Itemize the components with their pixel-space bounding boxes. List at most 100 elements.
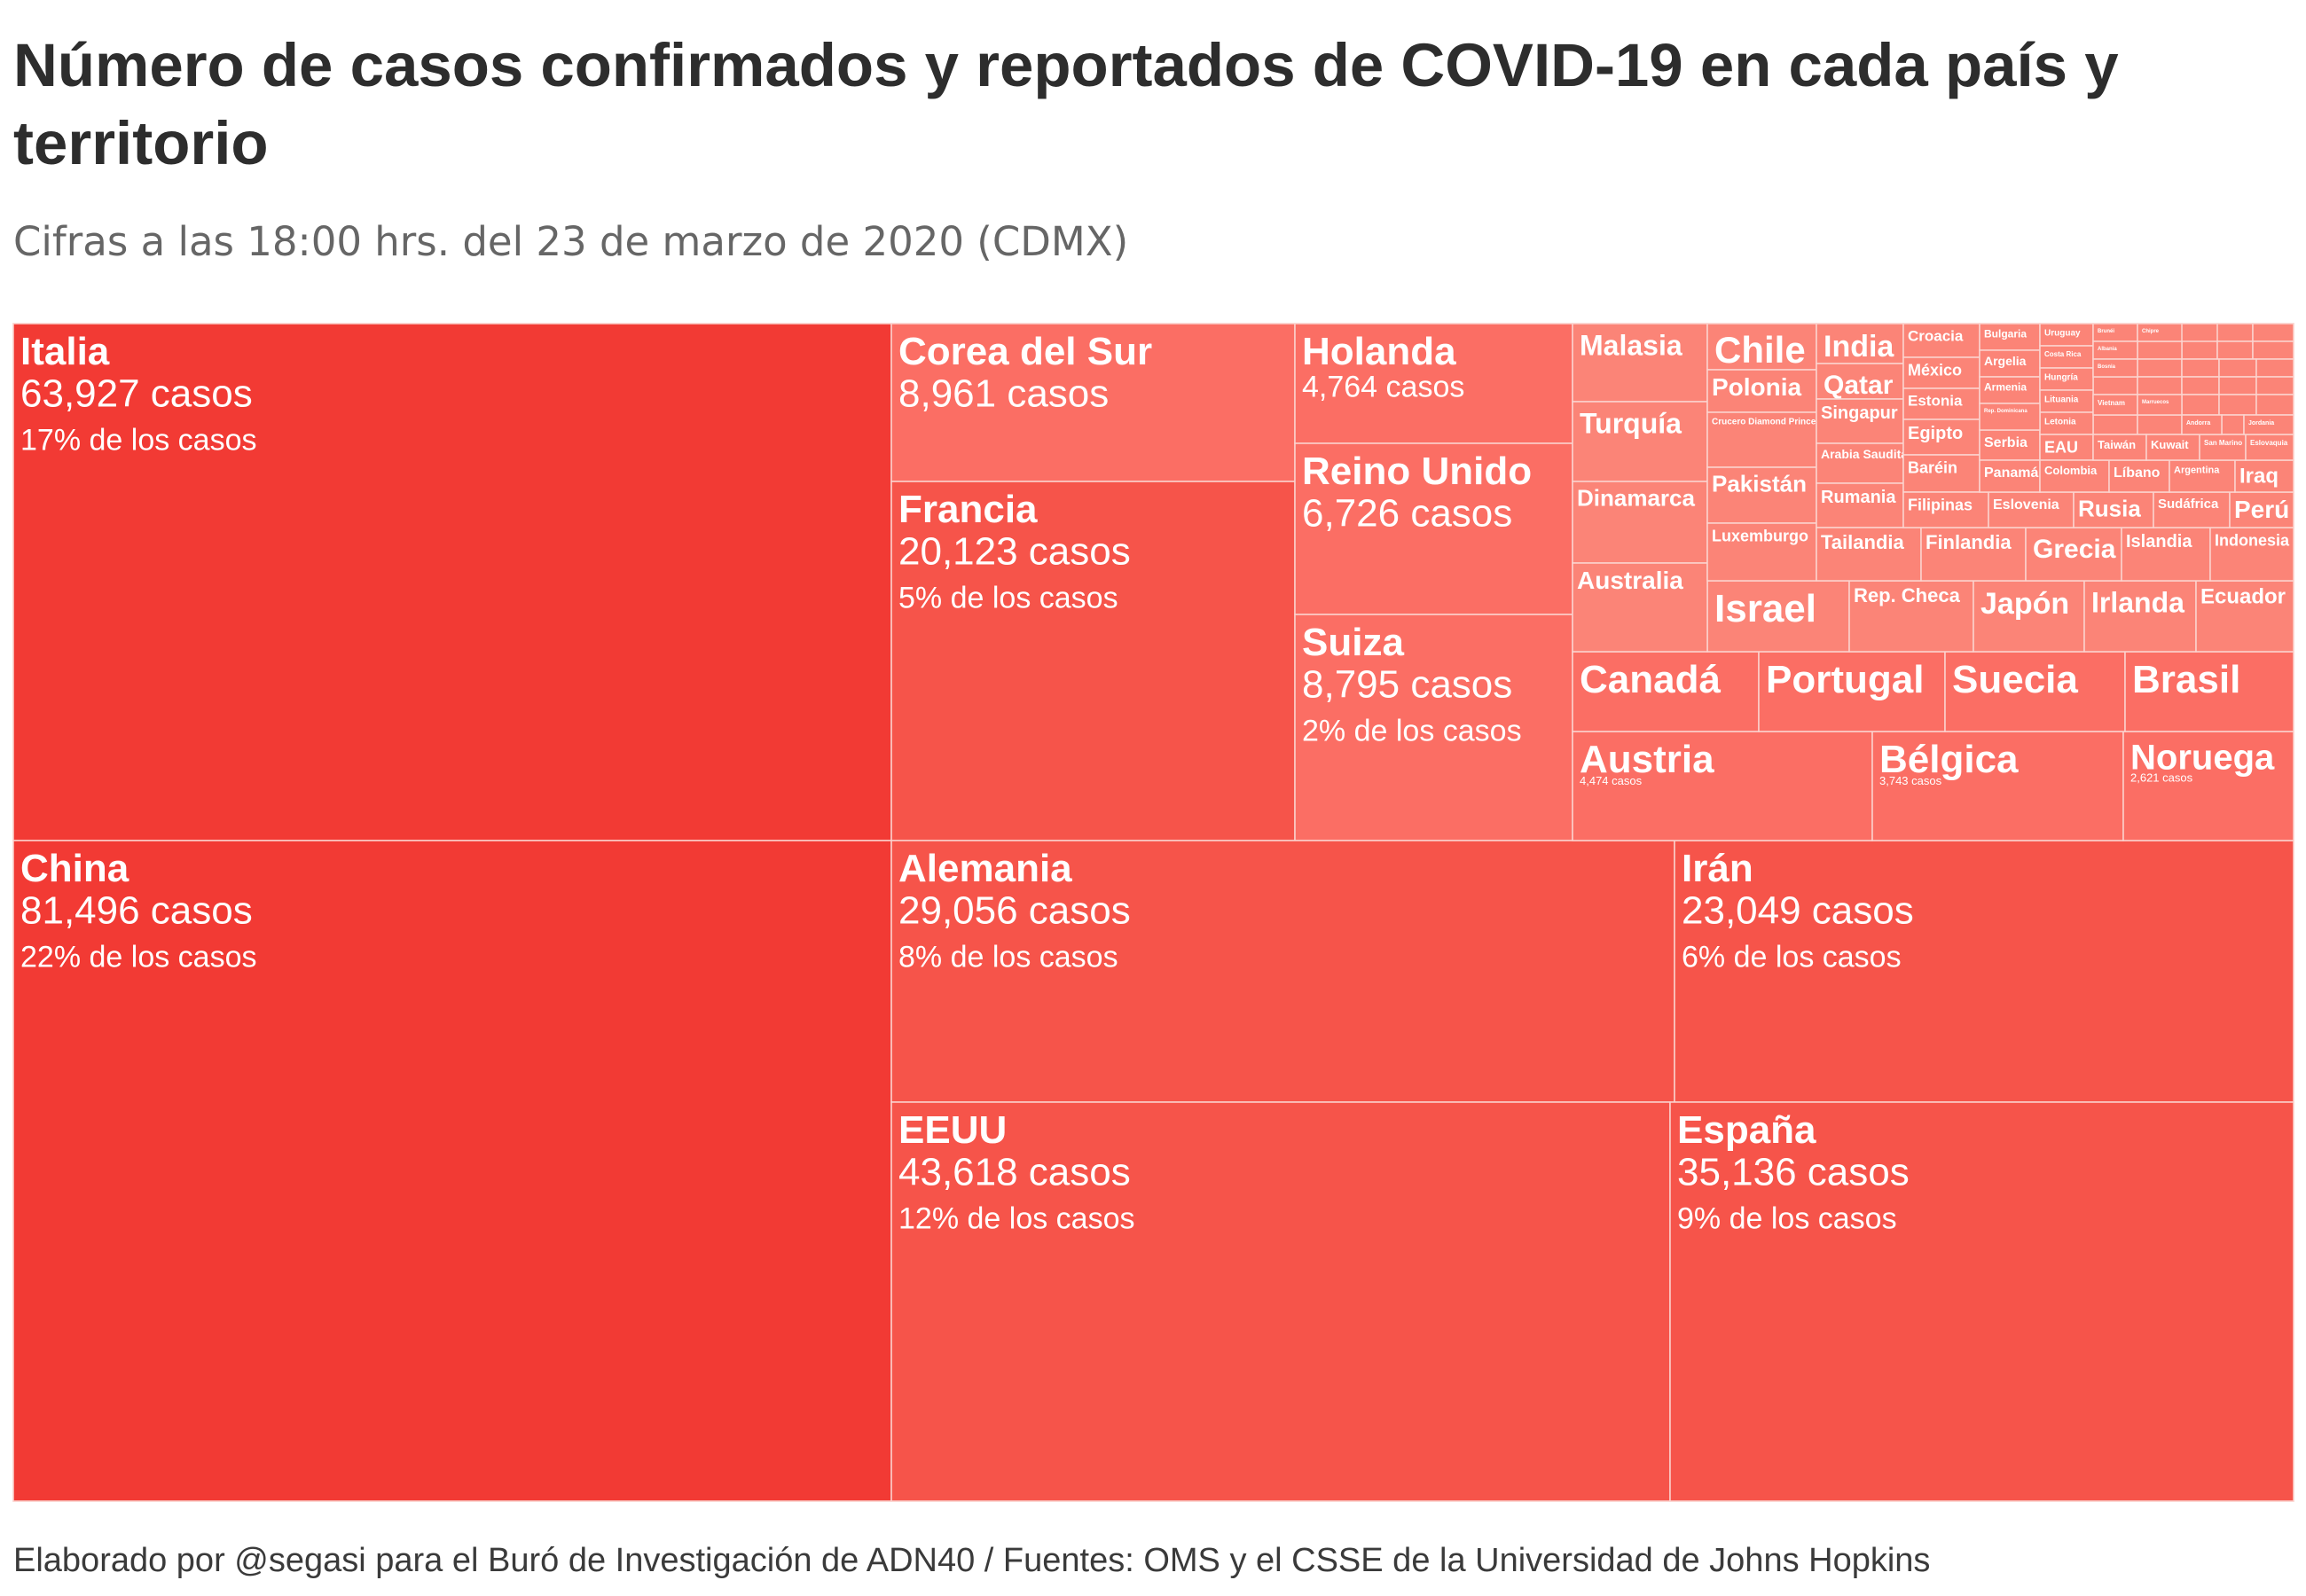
treemap-value-holanda: 4,764 casos: [1302, 371, 1464, 404]
chart-title: Número de casos confirmados y reportados…: [13, 31, 2119, 177]
treemap-label-irlanda: Irlanda: [2091, 587, 2184, 619]
treemap-label-francia: Francia: [898, 488, 1038, 531]
treemap-label-eau: EAU: [2044, 438, 2078, 456]
treemap-label-espana: España: [1677, 1108, 1816, 1152]
treemap-label-reino-unido: Reino Unido: [1302, 450, 1532, 493]
treemap-label-eeuu: EEUU: [898, 1108, 1007, 1152]
treemap-label-mexico: México: [1908, 361, 1962, 379]
treemap-cell-croacia: [1902, 323, 1980, 358]
treemap-label-sudafrica: Sudáfrica: [2158, 497, 2219, 512]
treemap-label-costa-rica: Costa Rica: [2044, 350, 2082, 358]
treemap-cell-small-9: [2137, 376, 2183, 395]
treemap-label-andorra: Andorra: [2186, 420, 2210, 426]
treemap-label-armenia: Armenia: [1984, 380, 2027, 393]
treemap-label-rep-checa: Rep. Checa: [1854, 584, 1961, 606]
treemap-label-argentina: Argentina: [2174, 465, 2220, 475]
treemap-cell-rusia: [2073, 491, 2154, 528]
treemap-cell-portugal: [1758, 651, 1946, 732]
treemap-pct-iran: 6% de los casos: [1682, 941, 1902, 974]
treemap-pct-suiza: 2% de los casos: [1302, 715, 1522, 748]
treemap-label-uruguay: Uruguay: [2044, 329, 2081, 339]
treemap-cell-peru: [2229, 491, 2294, 528]
treemap-cell-sudafrica: [2153, 491, 2231, 528]
treemap-value-italia: 63,927 casos: [20, 372, 253, 415]
treemap-label-suiza: Suiza: [1302, 621, 1404, 664]
treemap-label-hungria: Hungría: [2044, 373, 2078, 383]
treemap-cell-small-8: [2092, 376, 2138, 395]
treemap-cell-rumania: [1816, 482, 1904, 528]
treemap-label-chile: Chile: [1714, 329, 1806, 371]
treemap-cell-china: [12, 840, 892, 1502]
source-note: Elaborado por @segasi para el Buró de In…: [13, 1542, 1931, 1579]
treemap-cell-small-15: [2255, 376, 2294, 395]
treemap-label-india: India: [1824, 330, 1894, 364]
treemap-cell-small-1: [2181, 340, 2218, 360]
treemap-cell-chipre: [2137, 323, 2183, 342]
treemap-value-iran: 23,049 casos: [1682, 888, 1914, 932]
treemap-pct-espana: 9% de los casos: [1677, 1202, 1897, 1236]
treemap-cell-small-21: [2137, 414, 2183, 435]
treemap-value-espana: 35,136 casos: [1677, 1150, 1910, 1193]
treemap-label-jordania: Jordania: [2248, 420, 2274, 426]
treemap-label-argelia: Argelia: [1984, 354, 2027, 368]
treemap-cell-taiwan: [2092, 434, 2147, 461]
treemap-label-albania: Albania: [2098, 347, 2117, 352]
treemap-label-filipinas: Filipinas: [1908, 496, 1973, 513]
treemap-cell-dinamarca: [1572, 481, 1708, 564]
treemap-label-tailandia: Tailandia: [1821, 531, 1904, 553]
treemap-label-libano: Líbano: [2114, 466, 2161, 481]
treemap-label-egipto: Egipto: [1908, 424, 1963, 443]
treemap-cell-australia: [1572, 562, 1708, 653]
treemap-pct-francia: 5% de los casos: [898, 582, 1118, 615]
treemap-label-letonia: Letonia: [2044, 418, 2076, 427]
treemap-label-japon: Japón: [1980, 587, 2069, 621]
treemap-label-portugal: Portugal: [1766, 658, 1924, 701]
treemap-label-ecuador: Ecuador: [2200, 585, 2286, 609]
treemap-value-suiza: 8,795 casos: [1302, 662, 1512, 706]
treemap-cell-luxemburgo: [1706, 522, 1817, 582]
treemap-cell-irlanda: [2083, 580, 2197, 653]
treemap-label-iraq: Iraq: [2239, 465, 2279, 489]
treemap-cell-san-marino: [2199, 434, 2247, 461]
treemap-label-brunei: Brunéi: [2098, 329, 2114, 334]
treemap-cell-hungria: [2039, 367, 2094, 391]
treemap-label-holanda: Holanda: [1302, 330, 1456, 373]
treemap-cell-espana: [1669, 1101, 2294, 1502]
treemap-pct-italia: 17% de los casos: [20, 424, 257, 458]
treemap-label-australia: Australia: [1577, 567, 1683, 594]
treemap-label-bosnia: Bosnia: [2098, 364, 2116, 370]
treemap-label-rusia: Rusia: [2078, 495, 2141, 521]
treemap-label-vietnam: Vietnam: [2098, 399, 2125, 407]
treemap-cell-small-7: [2137, 358, 2183, 378]
treemap-cell-francia: [890, 481, 1296, 841]
treemap-label-corea-del-sur: Corea del Sur: [898, 330, 1152, 373]
treemap-cell-alemania: [890, 840, 1675, 1103]
treemap-cell-pakistan: [1706, 466, 1817, 524]
treemap-cell-small-11: [2218, 358, 2257, 378]
treemap-cell-small-4: [2216, 340, 2254, 360]
treemap-cell-small-20: [2092, 414, 2138, 435]
treemap-cell-singapur: [1816, 398, 1904, 444]
treemap-label-singapur: Singapur: [1821, 403, 1898, 423]
treemap-cell-iran: [1674, 840, 2294, 1103]
treemap-cell-marruecos: [2137, 394, 2183, 416]
treemap-label-luxemburgo: Luxemburgo: [1712, 527, 1808, 544]
treemap-value-reino-unido: 6,726 casos: [1302, 491, 1512, 535]
treemap-cell-small-10: [2181, 358, 2220, 378]
treemap-label-polonia: Polonia: [1712, 373, 1802, 401]
treemap-cell-eau: [2039, 434, 2094, 461]
treemap-cell-austria: [1572, 731, 1873, 841]
treemap-cell-belgica: [1871, 731, 2124, 841]
treemap-cell-libano: [2108, 459, 2170, 493]
treemap-label-pakistan: Pakistán: [1712, 470, 1807, 497]
treemap-label-colombia: Colombia: [2044, 464, 2098, 477]
treemap-cell-tailandia: [1816, 527, 1922, 582]
treemap-cell-small-3: [2252, 323, 2294, 342]
treemap-label-bulgaria: Bulgaria: [1984, 327, 2027, 340]
treemap-cell-filipinas: [1902, 491, 1989, 528]
treemap-label-serbia: Serbia: [1984, 435, 2028, 450]
treemap-label-iran: Irán: [1682, 847, 1753, 890]
treemap-cell-bosnia: [2092, 358, 2138, 378]
treemap-value-alemania: 29,056 casos: [898, 888, 1131, 932]
treemap-label-grecia: Grecia: [2033, 535, 2116, 564]
